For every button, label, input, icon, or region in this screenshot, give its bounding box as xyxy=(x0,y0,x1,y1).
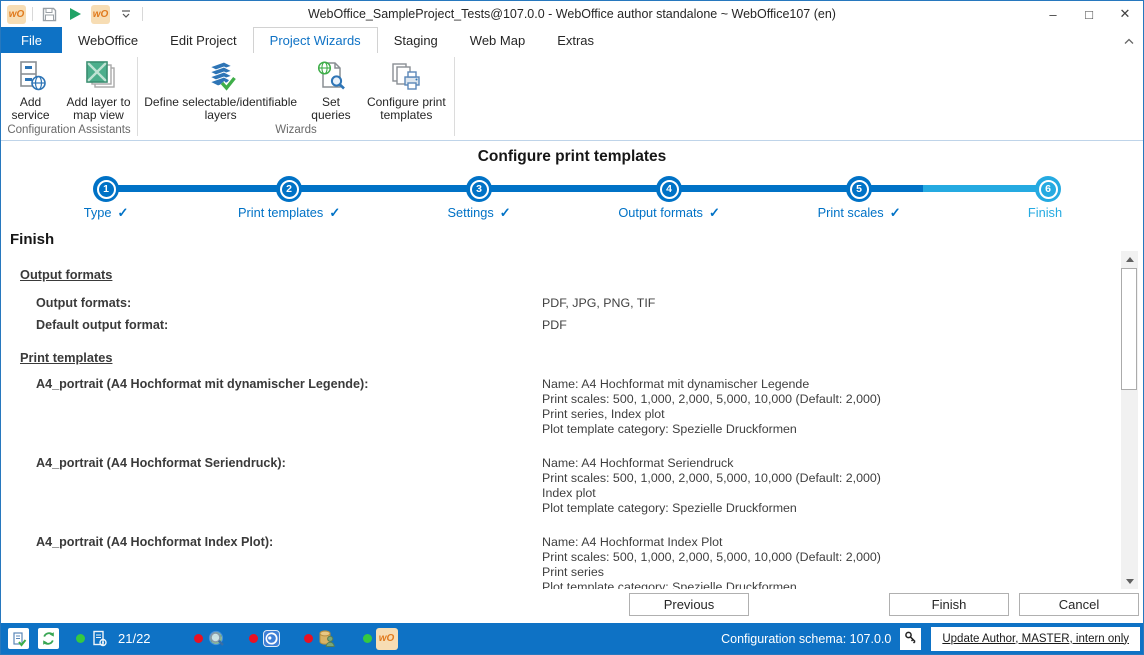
add-service-icon xyxy=(14,59,48,93)
weboffice-logo-icon[interactable]: wO xyxy=(91,4,110,24)
scrollbar-thumb[interactable] xyxy=(1121,268,1137,390)
configure-print-label: Configure print templates xyxy=(366,95,446,122)
ribbon-group-label: Wizards xyxy=(275,124,317,136)
tab-edit-project[interactable]: Edit Project xyxy=(170,32,237,48)
configure-print-icon xyxy=(389,59,423,93)
define-layers-label: Define selectable/identifiable layers xyxy=(144,95,298,122)
tab-weboffice[interactable]: WebOffice xyxy=(77,32,139,48)
weboffice-status-icon[interactable]: wO xyxy=(375,627,398,650)
template-details: Name: A4 Hochformat Seriendruck Print sc… xyxy=(542,456,881,515)
set-queries-icon xyxy=(314,59,348,93)
template-label: A4_portrait (A4 Hochformat mit dynamisch… xyxy=(36,377,369,391)
ribbon-group-label: Configuration Assistants xyxy=(7,124,131,136)
define-layers-button[interactable]: Define selectable/identifiable layers xyxy=(140,57,302,122)
add-service-button[interactable]: Add service xyxy=(4,57,58,122)
status-dot-green xyxy=(76,634,85,643)
divider xyxy=(142,7,143,21)
tab-staging[interactable]: Staging xyxy=(393,32,438,48)
configure-print-templates-button[interactable]: Configure print templates xyxy=(360,57,452,122)
divider xyxy=(137,57,138,136)
status-dot-green xyxy=(362,634,372,643)
cancel-button[interactable]: Cancel xyxy=(1019,593,1139,616)
section-print-templates: Print templates xyxy=(20,350,113,365)
validate-icon[interactable] xyxy=(8,628,29,649)
page-title: Finish xyxy=(10,231,55,248)
quick-access-toolbar: wO wO xyxy=(1,4,143,24)
run-icon[interactable] xyxy=(65,4,85,24)
qat-customize-icon[interactable] xyxy=(116,4,136,24)
refresh-icon[interactable] xyxy=(38,628,59,649)
divider xyxy=(32,7,33,21)
window-title: WebOffice_SampleProject_Tests@107.0.0 - … xyxy=(308,7,836,21)
status-dot-red xyxy=(303,634,313,643)
update-author-button[interactable]: Update Author, MASTER, intern only xyxy=(931,626,1140,651)
service-counter: 21/22 xyxy=(118,631,151,646)
template-label: A4_portrait (A4 Hochformat Index Plot): xyxy=(36,535,274,549)
section-output-formats: Output formats xyxy=(20,267,113,282)
project-settings-icon[interactable] xyxy=(89,629,109,649)
add-layer-to-map-view-button[interactable]: Add layer to map view xyxy=(63,57,135,122)
tab-file[interactable]: File xyxy=(1,27,62,53)
weboffice-logo-icon[interactable]: wO xyxy=(7,4,26,24)
status-dot-red xyxy=(248,634,258,643)
search-status-icon[interactable] xyxy=(207,629,227,649)
tab-extras[interactable]: Extras xyxy=(557,32,595,48)
ribbon-tab-bar: File WebOffice Edit Project Project Wiza… xyxy=(1,27,1143,53)
wizard-summary-panel: Finish Output formats Output formats: PD… xyxy=(2,223,1142,589)
browser-status-icon[interactable] xyxy=(262,629,282,649)
row-label: Default output format: xyxy=(36,318,169,332)
finish-button[interactable]: Finish xyxy=(889,593,1009,616)
define-layers-icon xyxy=(204,59,238,93)
row-label: Output formats: xyxy=(36,296,132,310)
ribbon: Add service Add layer to map view xyxy=(1,53,1143,141)
tab-project-wizards[interactable]: Project Wizards xyxy=(252,27,378,53)
database-user-icon[interactable] xyxy=(317,629,337,649)
template-details: Name: A4 Hochformat mit dynamischer Lege… xyxy=(542,377,881,436)
ribbon-group-configuration-assistants: Add service Add layer to map view xyxy=(1,53,137,140)
scroll-down-icon[interactable] xyxy=(1121,573,1138,589)
scrollbar[interactable] xyxy=(1121,251,1138,589)
key-icon[interactable] xyxy=(900,627,922,650)
add-layer-icon xyxy=(82,59,116,93)
wizard-title: Configure print templates xyxy=(477,148,667,165)
close-button[interactable]: ✕ xyxy=(1119,6,1131,21)
wizard-progress-bar xyxy=(106,185,923,192)
status-dot-red xyxy=(193,634,203,643)
save-icon[interactable] xyxy=(39,4,59,24)
scroll-up-icon[interactable] xyxy=(1121,251,1138,267)
row-value: PDF xyxy=(542,318,567,332)
previous-button[interactable]: Previous xyxy=(629,593,749,616)
tab-web-map[interactable]: Web Map xyxy=(469,32,526,48)
set-queries-button[interactable]: Set queries xyxy=(305,57,357,122)
titlebar: wO wO WebOffice_SampleProject_Tests@107.… xyxy=(1,1,1143,27)
template-label: A4_portrait (A4 Hochformat Seriendruck): xyxy=(36,456,286,470)
row-value: PDF, JPG, PNG, TIF xyxy=(542,296,656,310)
minimize-button[interactable]: – xyxy=(1049,6,1057,22)
template-details: Name: A4 Hochformat Index Plot Print sca… xyxy=(542,535,881,589)
add-service-label: Add service xyxy=(11,95,50,122)
ribbon-group-wizards: Define selectable/identifiable layers xyxy=(138,53,454,140)
add-layer-label: Add layer to map view xyxy=(66,95,131,122)
collapse-ribbon-icon[interactable] xyxy=(1121,33,1137,49)
divider xyxy=(454,57,455,136)
maximize-button[interactable]: □ xyxy=(1085,6,1093,22)
wizard-progress-bar-current xyxy=(923,185,1048,192)
statusbar: 21/22 wO Configuration schema: 107.0.0 U… xyxy=(1,623,1143,654)
configuration-schema-label: Configuration schema: 107.0.0 xyxy=(721,631,892,646)
wizard-footer: Previous Finish Cancel xyxy=(2,589,1142,622)
set-queries-label: Set queries xyxy=(311,95,351,122)
